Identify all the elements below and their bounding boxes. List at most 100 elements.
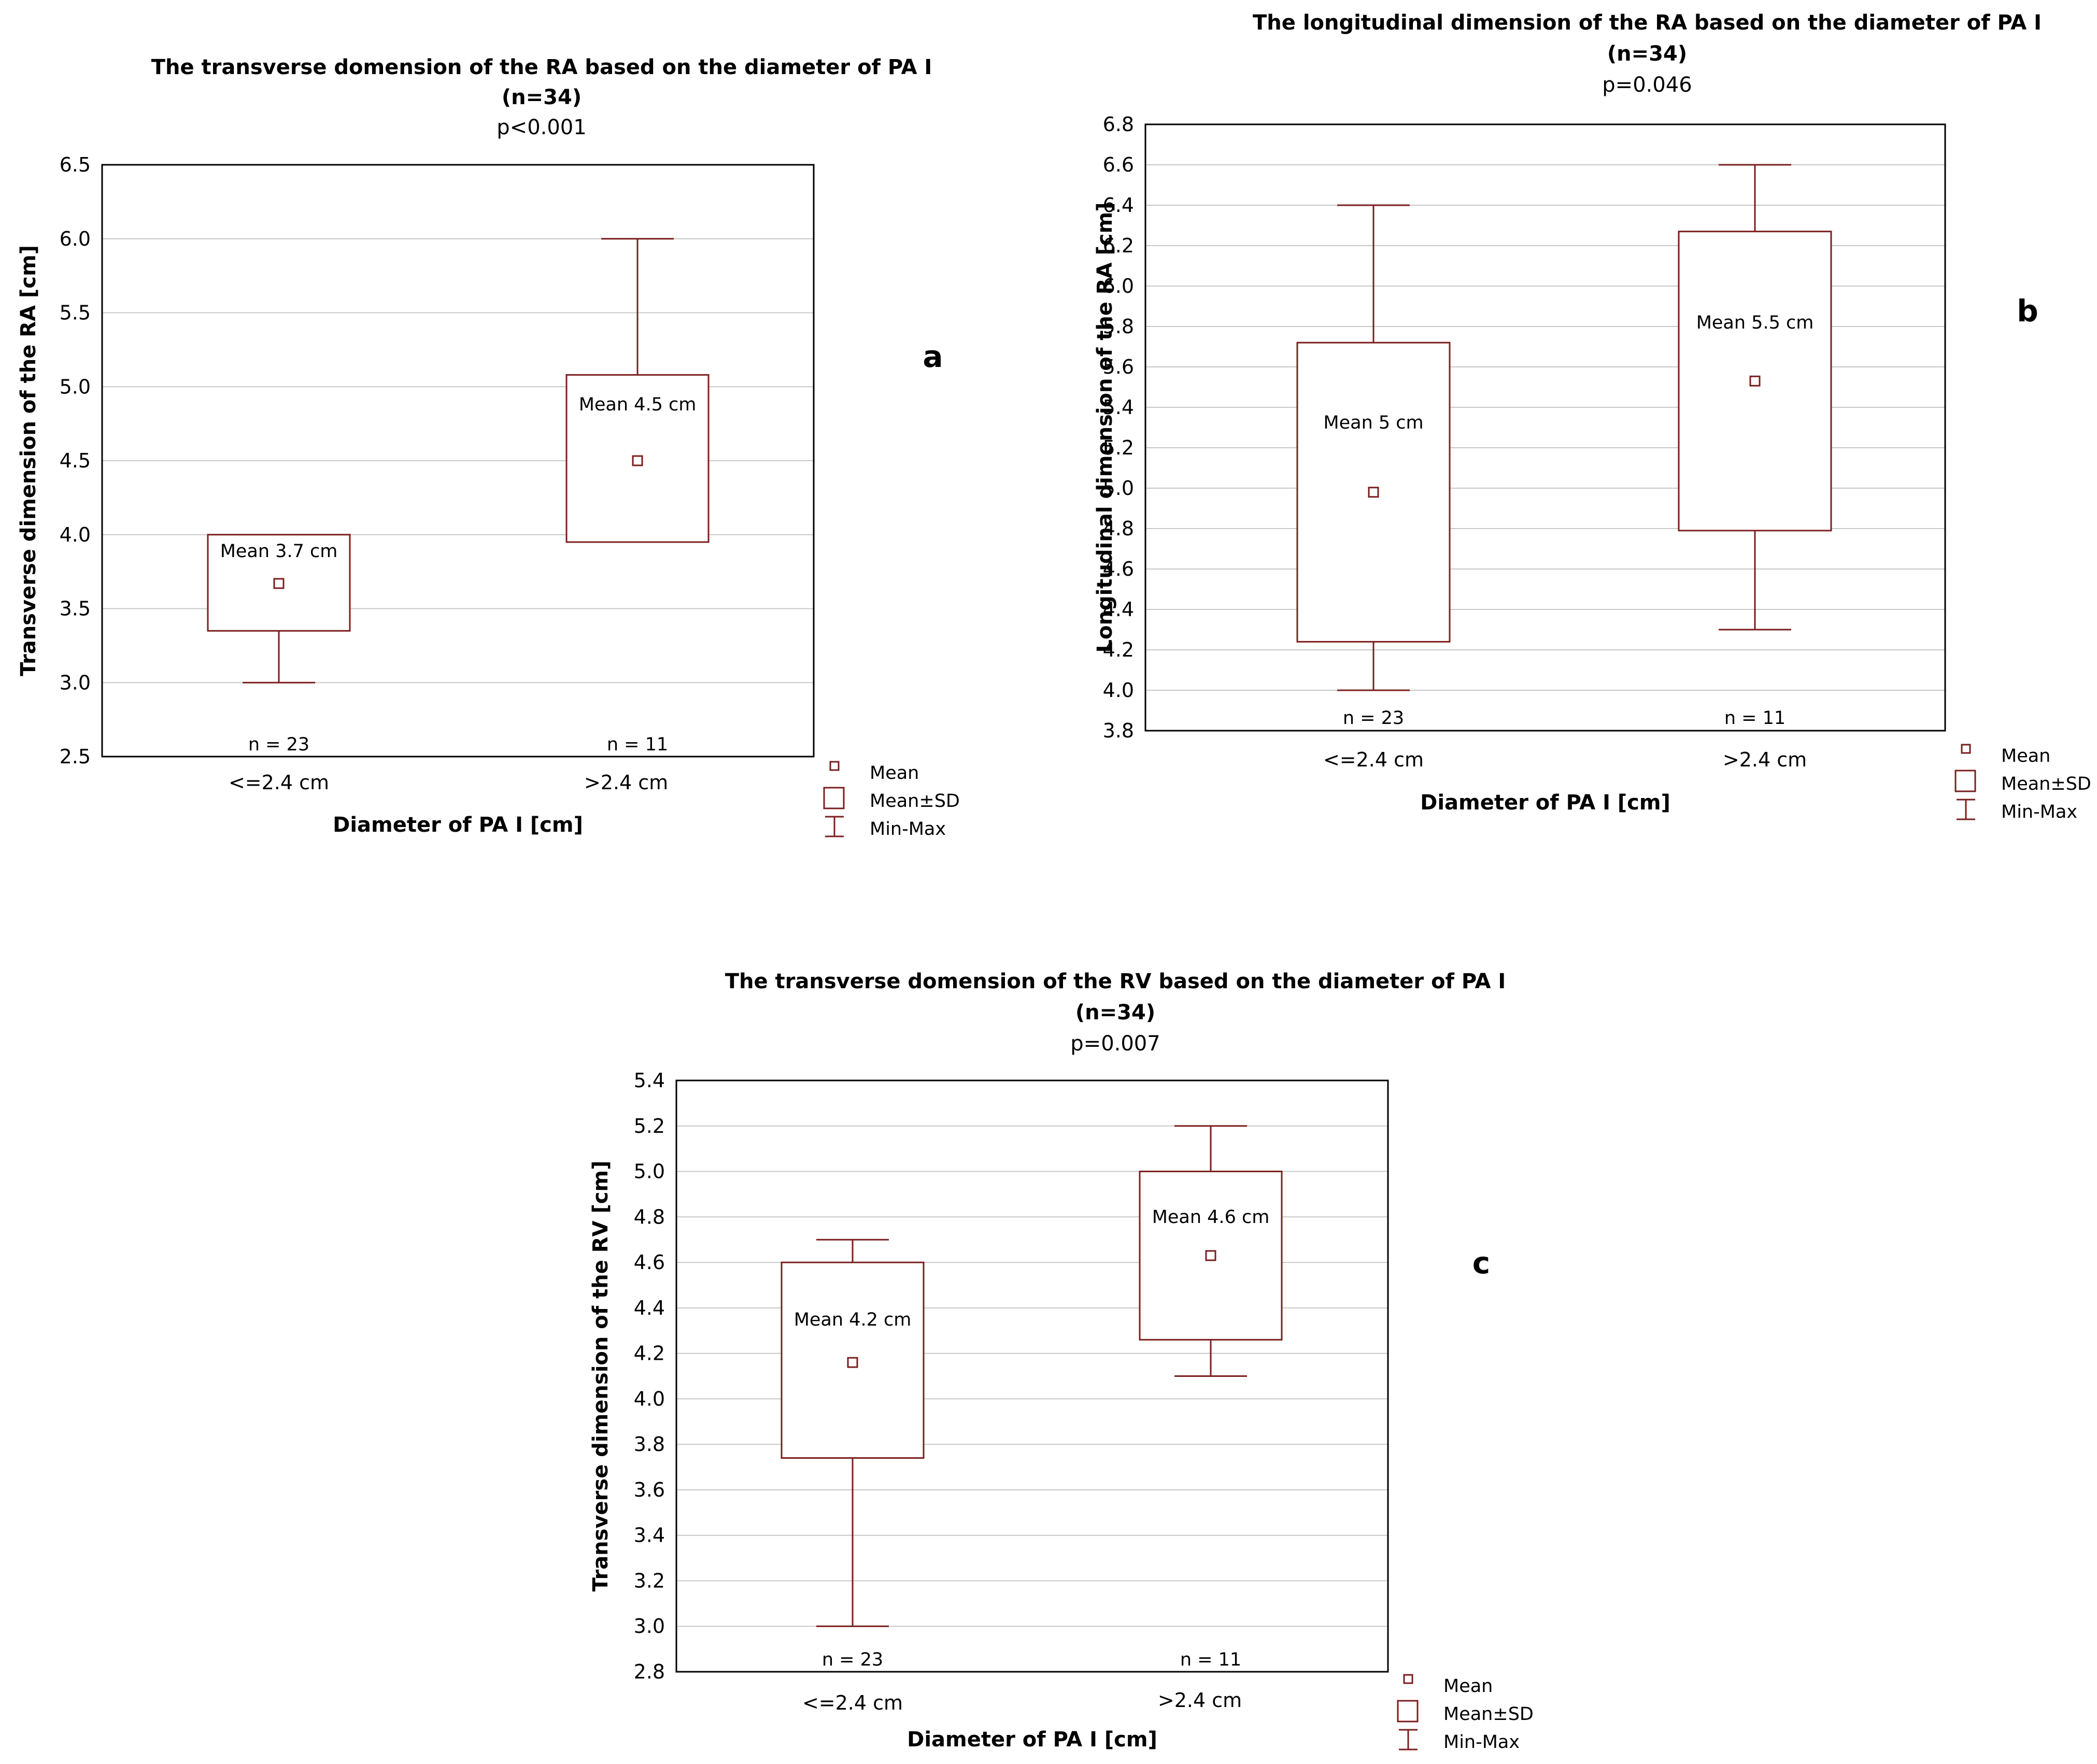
y-tick-label: 4.6 bbox=[634, 1251, 665, 1274]
legend-mean-label: Mean bbox=[2001, 746, 2050, 766]
box-le-2-4: Mean 5 cm n = 23 <=2.4 cm bbox=[1296, 204, 1451, 771]
n-label: n = 23 bbox=[1343, 708, 1404, 729]
y-tick-label: 3.4 bbox=[634, 1524, 665, 1547]
y-axis-label: Transverse dimension of the RA [cm] bbox=[17, 245, 40, 676]
mean-marker bbox=[847, 1357, 858, 1368]
y-tick-label: 4.2 bbox=[1103, 638, 1134, 661]
box-gt-2-4: Mean 4.6 cm n = 11 >2.4 cm bbox=[1139, 1125, 1283, 1712]
box-le-2-4: Mean 4.2 cm n = 23 <=2.4 cm bbox=[781, 1239, 925, 1714]
mean-label: Mean 5.5 cm bbox=[1696, 312, 1814, 333]
legend-minmax-label: Min-Max bbox=[2001, 802, 2077, 822]
mean-marker bbox=[1749, 375, 1761, 387]
y-tick-label: 5.2 bbox=[634, 1115, 665, 1137]
legend: Mean Mean±SD Min-Max bbox=[823, 761, 960, 840]
y-tick-label: 2.5 bbox=[60, 745, 91, 768]
plot-frame bbox=[101, 164, 815, 758]
y-tick-label: 5.6 bbox=[1103, 355, 1134, 378]
y-tick-label: 5.0 bbox=[634, 1160, 665, 1183]
chart-p-value: p<0.001 bbox=[497, 116, 586, 139]
plot-frame bbox=[1144, 123, 1946, 732]
legend-mean-icon bbox=[1961, 744, 1971, 754]
x-tick-label: >2.4 cm bbox=[1158, 1689, 1242, 1712]
legend-sd-label: Mean±SD bbox=[1443, 1704, 1534, 1725]
legend-mean-icon bbox=[829, 761, 840, 771]
legend: Mean Mean±SD Min-Max bbox=[1954, 744, 2091, 822]
mean-marker bbox=[1368, 487, 1379, 498]
panel-letter: c bbox=[1472, 1245, 1490, 1281]
panel-letter: a bbox=[923, 339, 943, 374]
legend-sd-icon bbox=[1954, 770, 1976, 792]
chart-p-value: p=0.046 bbox=[1602, 73, 1692, 97]
y-tick-label: 4.0 bbox=[60, 523, 91, 546]
y-tick-label: 6.6 bbox=[1103, 153, 1134, 176]
legend-minmax-label: Min-Max bbox=[1443, 1732, 1520, 1753]
y-tick-label: 5.4 bbox=[634, 1069, 665, 1092]
y-tick-label: 6.5 bbox=[60, 153, 91, 176]
mean-label: Mean 5 cm bbox=[1323, 412, 1423, 433]
mean-marker bbox=[273, 578, 285, 589]
chart-title: The transverse domension of the RV based… bbox=[725, 970, 1506, 993]
y-tick-label: 5.8 bbox=[1103, 315, 1134, 338]
y-tick-label: 3.2 bbox=[634, 1569, 665, 1592]
y-tick-label: 5.0 bbox=[60, 375, 91, 398]
x-tick-label: <=2.4 cm bbox=[802, 1691, 903, 1714]
y-tick-label: 5.4 bbox=[1103, 396, 1134, 419]
legend-sd-label: Mean±SD bbox=[2001, 774, 2091, 794]
chart-title: The longitudinal dimension of the RA bas… bbox=[1253, 11, 2042, 35]
n-label: n = 23 bbox=[248, 734, 309, 755]
y-tick-label: 6.8 bbox=[1103, 113, 1134, 136]
y-axis-label: Transverse dimension of the RV [cm] bbox=[589, 1161, 613, 1592]
y-tick-label: 4.6 bbox=[1103, 558, 1134, 580]
panel-letter: b bbox=[2017, 293, 2038, 329]
y-tick-label: 4.8 bbox=[634, 1205, 665, 1228]
chart-title: The transverse domension of the RA based… bbox=[151, 55, 932, 79]
y-tick-label: 5.0 bbox=[1103, 477, 1134, 500]
chart-panel-b: The longitudinal dimension of the RA bas… bbox=[1093, 11, 2091, 822]
y-tick-label: 2.8 bbox=[634, 1660, 665, 1683]
y-tick-label: 3.0 bbox=[634, 1615, 665, 1638]
y-tick-label: 4.0 bbox=[634, 1387, 665, 1410]
box-gt-2-4: Mean 4.5 cm n = 11 >2.4 cm bbox=[565, 238, 710, 794]
x-tick-label: >2.4 cm bbox=[584, 771, 668, 794]
x-tick-label: >2.4 cm bbox=[1723, 748, 1807, 771]
y-tick-label: 4.8 bbox=[1103, 517, 1134, 540]
y-tick-label: 4.0 bbox=[1103, 679, 1134, 702]
mean-label: Mean 3.7 cm bbox=[220, 541, 338, 562]
legend-sd-icon bbox=[1397, 1700, 1419, 1723]
x-axis-label: Diameter of PA I [cm] bbox=[907, 1728, 1157, 1752]
x-tick-label: <=2.4 cm bbox=[229, 771, 329, 794]
y-tick-label: 6.0 bbox=[60, 227, 91, 250]
mean-marker bbox=[1205, 1250, 1216, 1261]
n-label: n = 11 bbox=[1724, 708, 1786, 729]
y-tick-label: 6.4 bbox=[1103, 194, 1134, 217]
y-tick-label: 5.2 bbox=[1103, 436, 1134, 459]
x-axis-label: Diameter of PA I [cm] bbox=[1420, 791, 1670, 815]
y-axis-label: Longitudinal dimension of the RA [cm] bbox=[1093, 203, 1117, 653]
y-tick-label: 4.2 bbox=[634, 1342, 665, 1365]
y-tick-label: 4.5 bbox=[60, 449, 91, 472]
legend: Mean Mean±SD Min-Max bbox=[1397, 1674, 1534, 1753]
y-tick-label: 5.5 bbox=[60, 302, 91, 324]
chart-p-value: p=0.007 bbox=[1070, 1032, 1160, 1056]
legend-sd-label: Mean±SD bbox=[870, 791, 960, 812]
chart-sample-size: (n=34) bbox=[1607, 42, 1687, 66]
mean-label: Mean 4.6 cm bbox=[1152, 1207, 1270, 1228]
n-label: n = 11 bbox=[1180, 1649, 1241, 1670]
y-tick-label: 4.4 bbox=[1103, 598, 1134, 621]
chart-panel-c: The transverse domension of the RV based… bbox=[589, 970, 1534, 1753]
chart-panel-a: The transverse domension of the RA based… bbox=[17, 55, 960, 840]
y-tick-label: 3.8 bbox=[634, 1433, 665, 1456]
legend-minmax-label: Min-Max bbox=[870, 819, 946, 840]
y-tick-label: 3.6 bbox=[634, 1478, 665, 1501]
y-tick-label: 6.0 bbox=[1103, 275, 1134, 297]
legend-mean-icon bbox=[1403, 1674, 1413, 1684]
y-tick-label: 3.8 bbox=[1103, 719, 1134, 742]
x-tick-label: <=2.4 cm bbox=[1323, 748, 1424, 771]
y-tick-label: 3.0 bbox=[60, 671, 91, 694]
y-tick-label: 6.2 bbox=[1103, 234, 1134, 257]
box-gt-2-4: Mean 5.5 cm n = 11 >2.4 cm bbox=[1678, 164, 1832, 771]
chart-sample-size: (n=34) bbox=[502, 86, 582, 109]
legend-mean-label: Mean bbox=[870, 763, 919, 784]
mean-label: Mean 4.5 cm bbox=[579, 394, 697, 415]
